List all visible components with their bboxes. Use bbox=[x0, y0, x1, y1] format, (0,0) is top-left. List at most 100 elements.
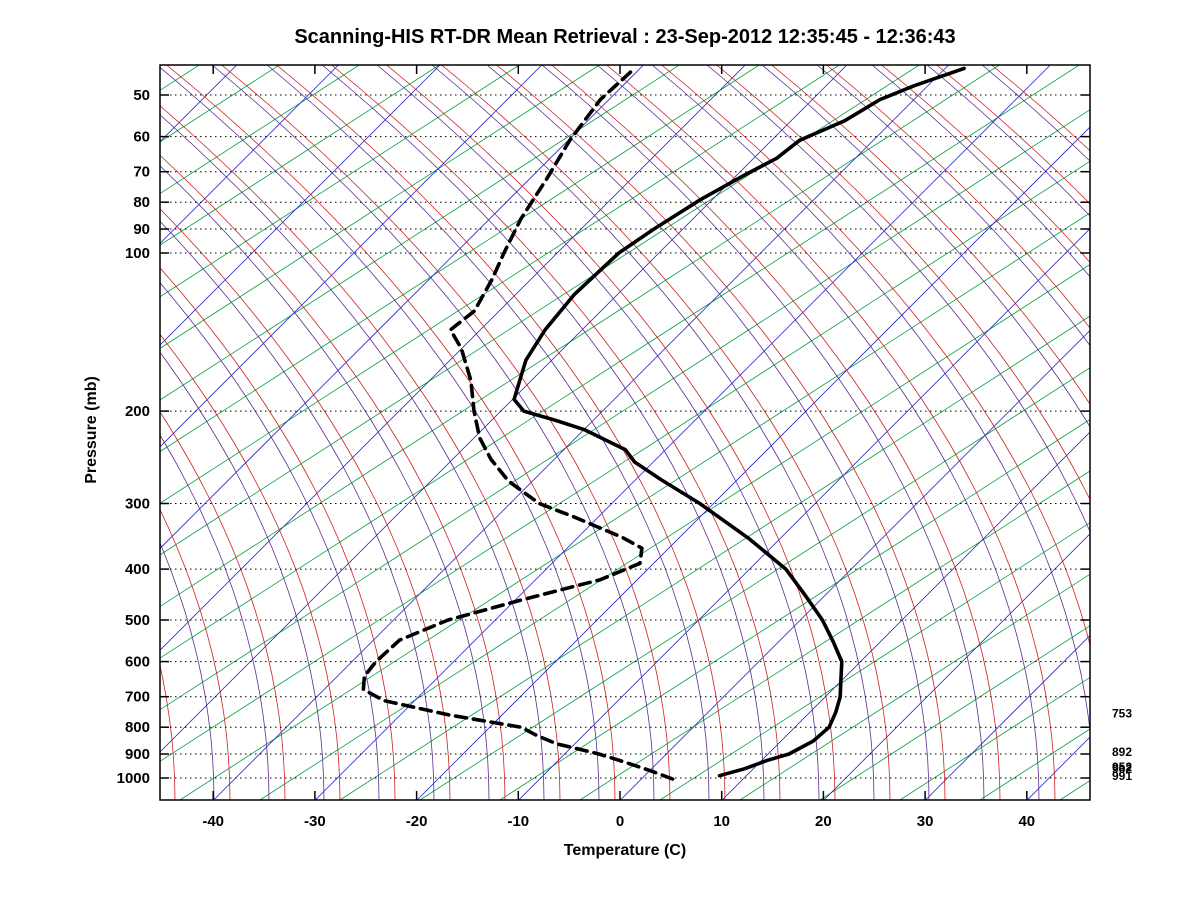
y-tick-label: 1000 bbox=[117, 770, 150, 787]
y-tick-label: 400 bbox=[125, 561, 150, 578]
mixing-ratio-line bbox=[816, 65, 1090, 347]
mixing-ratio-line bbox=[321, 65, 765, 800]
x-tick-label: 10 bbox=[713, 813, 730, 830]
dry-adiabat-line bbox=[276, 65, 726, 800]
chart-title: Scanning-HIS RT-DR Mean Retrieval : 23-S… bbox=[294, 26, 956, 48]
mixing-ratio-line bbox=[541, 65, 985, 800]
dry-adiabat-line bbox=[160, 105, 561, 800]
mixing-ratio-line bbox=[160, 434, 270, 800]
isotherm-line bbox=[518, 228, 1090, 800]
moist-adiabat-line bbox=[160, 65, 600, 349]
dry-adiabat-line bbox=[991, 65, 1090, 152]
moist-adiabat-line bbox=[1059, 780, 1090, 800]
x-tick-label: -10 bbox=[507, 813, 529, 830]
mixing-ratio-line bbox=[376, 65, 820, 800]
temperature-profile-line bbox=[512, 66, 966, 778]
pressure-annotation: 753 bbox=[1112, 706, 1132, 720]
moist-adiabat-line bbox=[739, 573, 1090, 800]
pressure-annotation: 892 bbox=[1112, 745, 1132, 759]
y-tick-label: 600 bbox=[125, 654, 150, 671]
y-tick-label: 50 bbox=[133, 87, 150, 104]
isotherm-line bbox=[160, 65, 644, 550]
plot-border bbox=[159, 64, 1091, 801]
mixing-ratio-line bbox=[160, 220, 435, 800]
mixing-ratio-line bbox=[431, 65, 875, 800]
x-tick-label: 20 bbox=[815, 813, 832, 830]
mixing-ratio-line bbox=[981, 65, 1090, 162]
moist-adiabat-line bbox=[160, 65, 360, 195]
y-tick-label: 200 bbox=[125, 403, 150, 420]
x-tick-label: -20 bbox=[406, 813, 428, 830]
pressure-annotation: 991 bbox=[1112, 769, 1132, 783]
dewpoint-profile-line bbox=[361, 66, 675, 781]
x-tick-label: 40 bbox=[1018, 813, 1035, 830]
dry-adiabat-line bbox=[881, 65, 1090, 263]
moist-adiabat-line bbox=[160, 65, 1080, 659]
moist-adiabat-line bbox=[160, 65, 520, 298]
isotherm-line bbox=[0, 65, 135, 800]
y-tick-label: 900 bbox=[125, 746, 150, 763]
moist-adiabat-line bbox=[160, 65, 440, 246]
moist-adiabat-line bbox=[160, 65, 760, 453]
dry-adiabat-line bbox=[160, 508, 231, 800]
pressure-gridlines bbox=[160, 94, 1090, 779]
y-tick-label: 80 bbox=[133, 194, 150, 211]
dry-adiabat-line bbox=[166, 65, 616, 800]
y-tick-label: 100 bbox=[125, 245, 150, 262]
isotherm-lines bbox=[0, 65, 1090, 800]
mixing-ratio-line bbox=[211, 65, 655, 800]
y-tick-label: 300 bbox=[125, 496, 150, 513]
dry-adiabat-line bbox=[551, 65, 1001, 800]
sounding-profiles bbox=[361, 66, 966, 781]
moist-adiabat-line bbox=[579, 470, 1090, 800]
mixing-ratio-line bbox=[160, 351, 325, 800]
moist-adiabat-line bbox=[0, 65, 119, 800]
dry-adiabat-line bbox=[160, 333, 341, 800]
x-tick-labels: -40 -30 -20 -10 0 10 20 30 40 bbox=[202, 813, 1035, 830]
moist-adiabat-line bbox=[339, 315, 1090, 800]
dry-adiabat-line bbox=[160, 664, 176, 800]
dry-adiabat-line bbox=[221, 65, 671, 800]
y-axis-label: Pressure (mb) bbox=[83, 376, 100, 484]
moist-adiabat-line bbox=[499, 418, 1090, 800]
y-tick-label: 500 bbox=[125, 612, 150, 629]
pressure-annotation: 962 bbox=[1112, 762, 1132, 776]
moist-adiabat-line bbox=[160, 65, 920, 556]
y-tick-label: 70 bbox=[133, 164, 150, 181]
dry-adiabat-line bbox=[496, 65, 946, 800]
moist-adiabat-line bbox=[659, 522, 1090, 800]
mixing-ratio-line bbox=[871, 65, 1090, 278]
dry-adiabat-line bbox=[936, 65, 1090, 205]
mixing-ratio-lines bbox=[160, 65, 1090, 800]
x-tick-label: 0 bbox=[616, 813, 624, 830]
moist-adiabat-line bbox=[419, 367, 1090, 800]
axis-ticks bbox=[160, 65, 1090, 800]
x-tick-label: -40 bbox=[202, 813, 224, 830]
isotherm-line bbox=[721, 431, 1090, 800]
moist-adiabat-line bbox=[0, 65, 39, 800]
x-axis-label: Temperature (C) bbox=[563, 842, 687, 859]
mixing-ratio-line bbox=[266, 65, 710, 800]
dry-adiabat-lines bbox=[160, 65, 1090, 800]
moist-adiabat-line bbox=[160, 65, 840, 504]
y-tick-label: 90 bbox=[133, 221, 150, 238]
isotherm-line bbox=[823, 533, 1090, 800]
dry-adiabat-line bbox=[331, 65, 781, 800]
background-lines bbox=[0, 65, 1090, 800]
dry-adiabat-line bbox=[826, 65, 1090, 329]
isotherm-line bbox=[160, 65, 543, 448]
isotherm-line bbox=[620, 329, 1090, 800]
y-tick-labels: 50 60 70 80 90 100 200 300 400 500 600 700 800 900 100… bbox=[117, 87, 150, 787]
moist-adiabat-line bbox=[179, 212, 1090, 800]
moist-adiabat-line bbox=[160, 65, 1000, 607]
isotherm-line bbox=[160, 65, 339, 244]
y-tick-label: 60 bbox=[133, 129, 150, 146]
mixing-ratio-line bbox=[651, 65, 1090, 734]
dry-adiabat-line bbox=[160, 208, 451, 800]
dry-adiabat-line bbox=[606, 65, 1056, 800]
dry-adiabat-line bbox=[386, 65, 836, 800]
moist-adiabat-line bbox=[259, 264, 1090, 800]
y-tick-label: 700 bbox=[125, 689, 150, 706]
